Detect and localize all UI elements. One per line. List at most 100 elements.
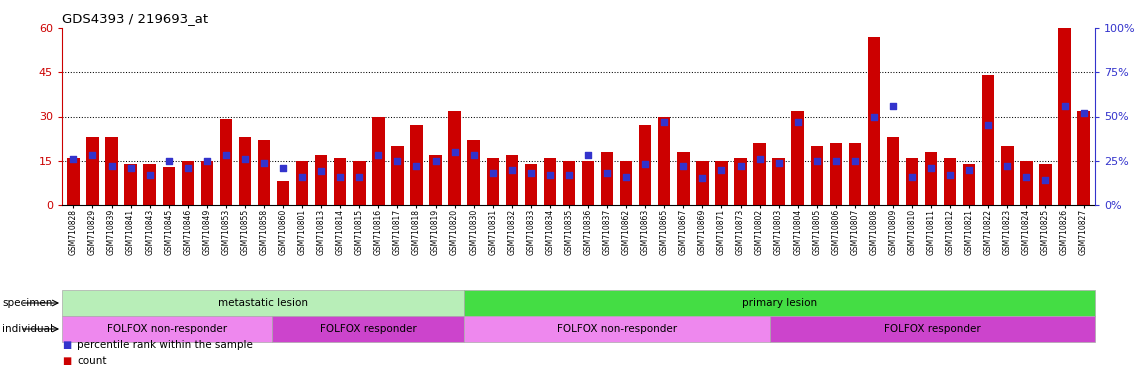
- Bar: [391, 146, 404, 205]
- Point: [350, 174, 368, 180]
- Bar: [582, 161, 594, 205]
- Bar: [124, 164, 136, 205]
- Bar: [829, 143, 842, 205]
- Point: [407, 163, 426, 169]
- Point: [64, 156, 83, 162]
- Bar: [273, 316, 463, 342]
- Point: [236, 156, 255, 162]
- Bar: [429, 155, 442, 205]
- Text: metastatic lesion: metastatic lesion: [218, 298, 307, 308]
- Point: [598, 170, 616, 176]
- Point: [1017, 174, 1036, 180]
- Point: [445, 149, 463, 155]
- Point: [732, 163, 750, 169]
- Point: [770, 159, 788, 166]
- Point: [292, 174, 311, 180]
- Bar: [944, 158, 957, 205]
- Bar: [906, 158, 919, 205]
- Point: [102, 163, 120, 169]
- Bar: [1020, 161, 1032, 205]
- Bar: [201, 161, 213, 205]
- Bar: [868, 37, 880, 205]
- Bar: [770, 316, 1095, 342]
- Bar: [62, 290, 463, 316]
- Point: [579, 152, 598, 159]
- Point: [1036, 177, 1054, 183]
- Bar: [754, 143, 766, 205]
- Text: FOLFOX responder: FOLFOX responder: [320, 324, 416, 334]
- Bar: [982, 75, 994, 205]
- Point: [389, 158, 407, 164]
- Point: [560, 172, 578, 178]
- Point: [637, 161, 655, 167]
- Bar: [696, 161, 709, 205]
- Point: [84, 152, 102, 159]
- Bar: [86, 137, 99, 205]
- Text: percentile rank within the sample: percentile rank within the sample: [77, 340, 252, 350]
- Bar: [372, 116, 384, 205]
- Bar: [963, 164, 975, 205]
- Bar: [506, 155, 518, 205]
- Text: specimen: specimen: [2, 298, 53, 308]
- Point: [884, 103, 903, 109]
- Bar: [524, 164, 537, 205]
- Bar: [334, 158, 346, 205]
- Bar: [887, 137, 899, 205]
- Text: individual: individual: [2, 324, 53, 334]
- Bar: [276, 181, 289, 205]
- Point: [197, 158, 216, 164]
- Bar: [1001, 146, 1014, 205]
- Bar: [1077, 111, 1090, 205]
- Point: [465, 152, 483, 159]
- Bar: [296, 161, 309, 205]
- Bar: [448, 111, 461, 205]
- Text: ■: ■: [62, 356, 71, 366]
- Text: count: count: [77, 356, 107, 366]
- Point: [331, 174, 350, 180]
- Point: [369, 152, 388, 159]
- Text: FOLFOX responder: FOLFOX responder: [884, 324, 981, 334]
- Point: [788, 119, 806, 125]
- Point: [827, 158, 845, 164]
- Point: [865, 113, 883, 119]
- Point: [1055, 103, 1074, 109]
- Bar: [1039, 164, 1052, 205]
- Text: FOLFOX non-responder: FOLFOX non-responder: [556, 324, 677, 334]
- Text: FOLFOX non-responder: FOLFOX non-responder: [107, 324, 227, 334]
- Point: [274, 165, 292, 171]
- Bar: [106, 137, 118, 205]
- Point: [140, 172, 158, 178]
- Bar: [716, 161, 727, 205]
- Bar: [1059, 28, 1070, 205]
- Point: [540, 172, 559, 178]
- Bar: [411, 125, 423, 205]
- Point: [674, 163, 693, 169]
- Point: [484, 170, 502, 176]
- Bar: [791, 111, 804, 205]
- Bar: [315, 155, 327, 205]
- Point: [522, 170, 540, 176]
- Point: [941, 172, 959, 178]
- Bar: [677, 152, 689, 205]
- Bar: [619, 161, 632, 205]
- Text: primary lesion: primary lesion: [742, 298, 817, 308]
- Point: [998, 163, 1016, 169]
- Text: GDS4393 / 219693_at: GDS4393 / 219693_at: [62, 12, 208, 25]
- Point: [903, 174, 921, 180]
- Bar: [181, 161, 194, 205]
- Point: [693, 175, 711, 182]
- Point: [255, 159, 273, 166]
- Bar: [68, 158, 79, 205]
- Bar: [811, 146, 822, 205]
- Bar: [639, 125, 651, 205]
- Point: [655, 119, 673, 125]
- Point: [1075, 110, 1093, 116]
- Bar: [486, 158, 499, 205]
- Bar: [143, 164, 156, 205]
- Point: [807, 158, 826, 164]
- Bar: [353, 161, 366, 205]
- Point: [922, 165, 941, 171]
- Bar: [734, 158, 747, 205]
- Bar: [772, 158, 785, 205]
- Bar: [62, 316, 273, 342]
